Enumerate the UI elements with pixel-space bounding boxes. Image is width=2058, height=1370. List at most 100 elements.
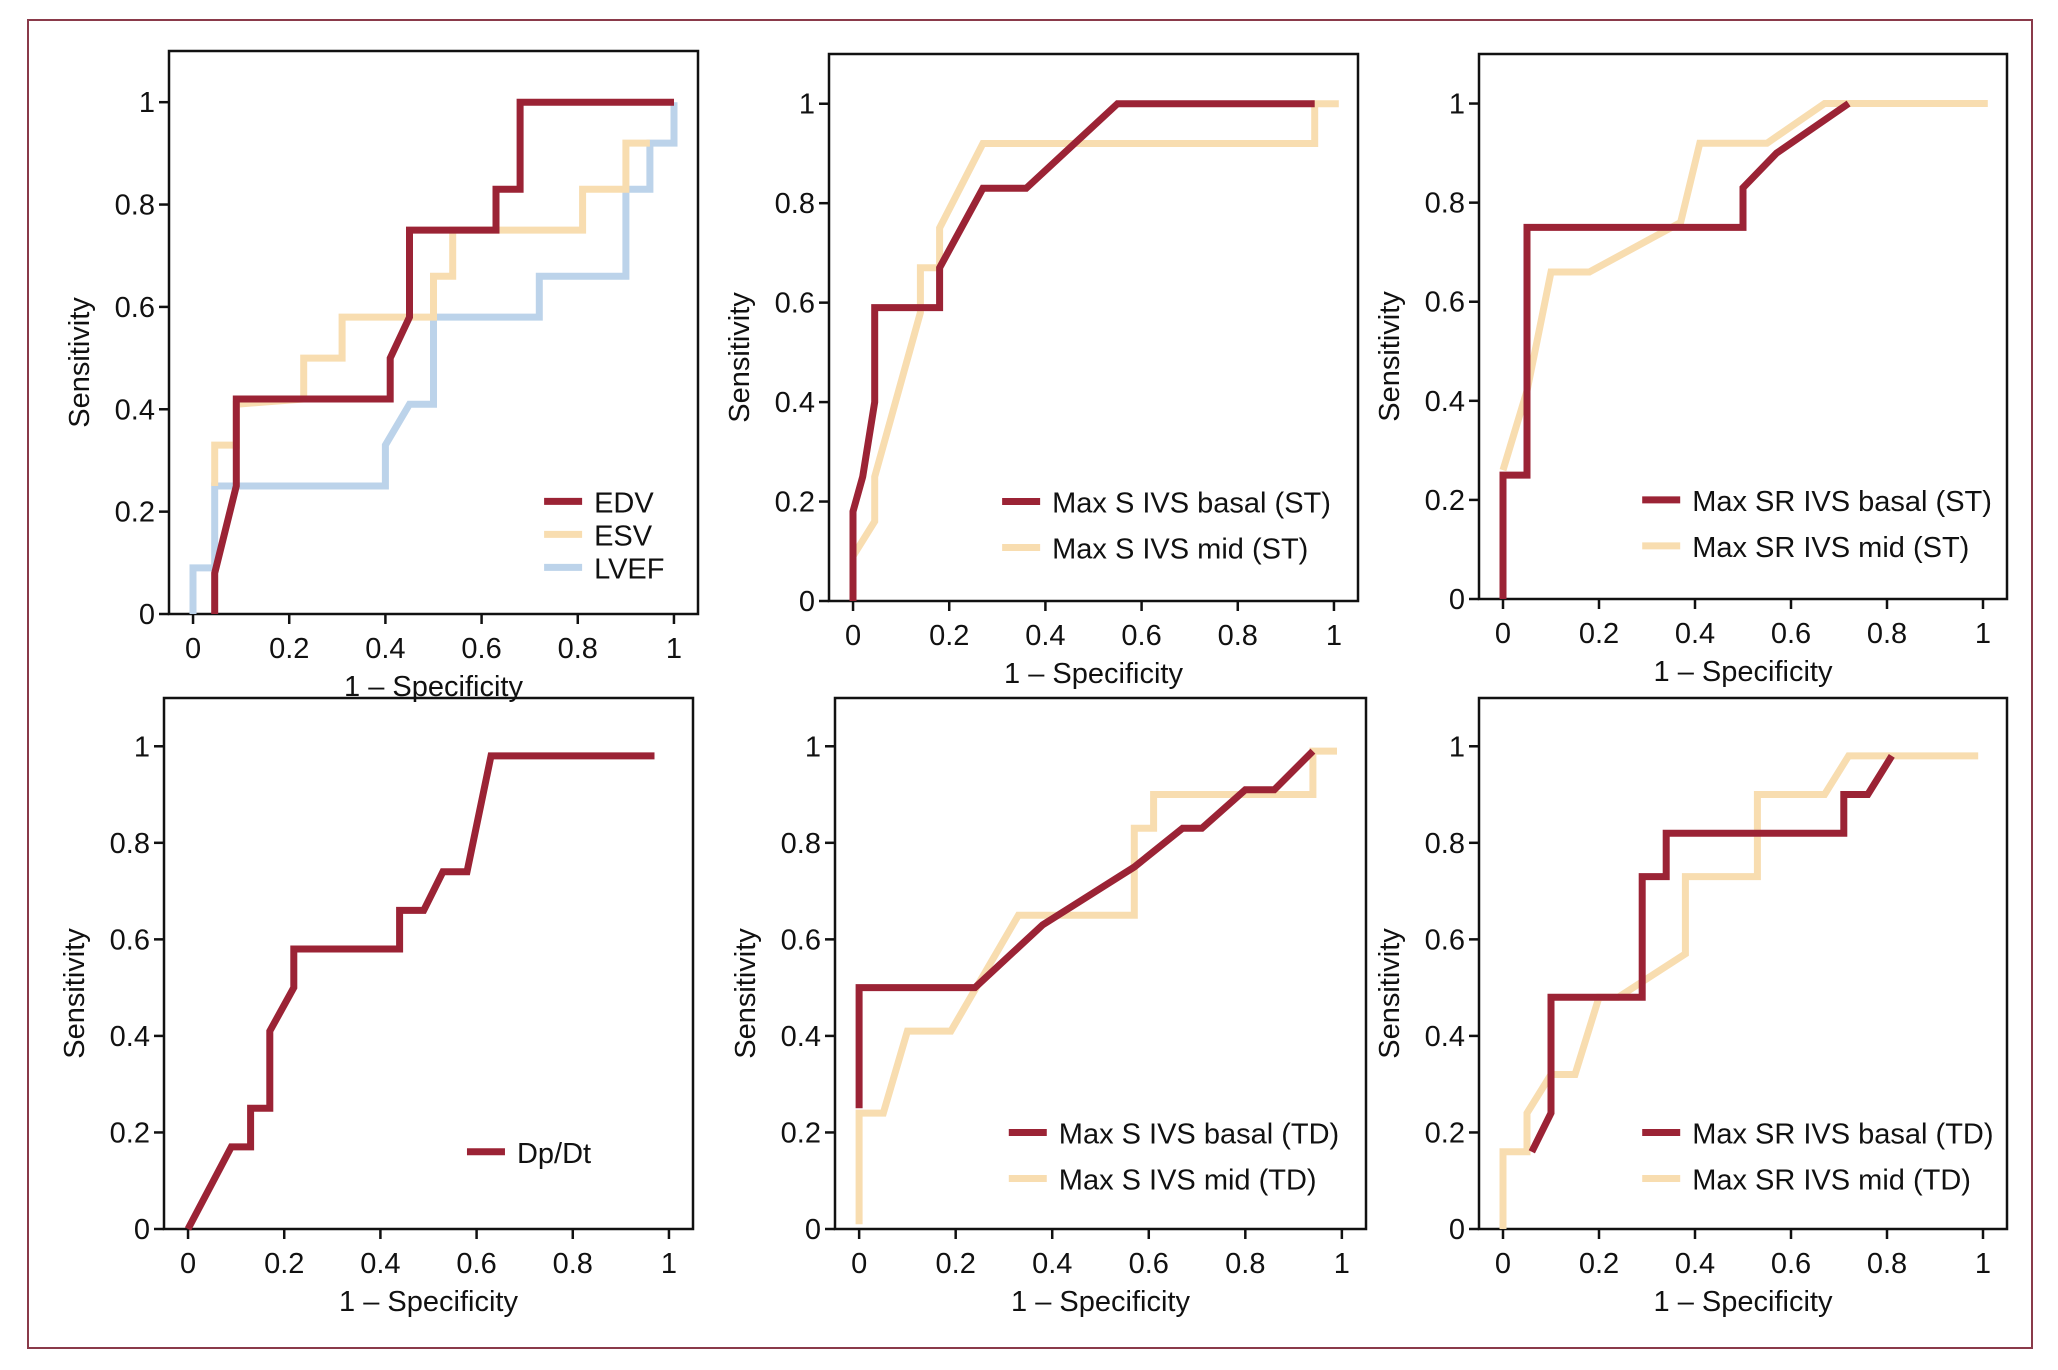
x-tick-label: 0.6	[456, 1248, 496, 1280]
y-axis-title: Sensitivity	[64, 297, 96, 428]
x-tick-label: 0.8	[553, 1248, 593, 1280]
x-tick-label: 0.8	[1867, 1248, 1907, 1280]
y-tick-label: 1	[799, 89, 815, 121]
x-tick-label: 0	[851, 1248, 867, 1280]
plot-area	[1477, 52, 2009, 601]
y-tick-label: 0.6	[1425, 924, 1465, 956]
x-tick-label: 1	[666, 633, 682, 665]
series-line-max-sr-ivs-mid-td	[1499, 752, 1979, 1229]
x-tick-label: 0.6	[461, 633, 501, 665]
y-tick-label: 0	[1449, 584, 1465, 616]
x-tick-label: 1	[1975, 1248, 1991, 1280]
y-tick-label: 0.8	[115, 190, 155, 222]
roc-panel-2: 0 0.2 0.4 0.6 0.8 1 0 0.2 0.4 0.6 0.8 1 1 – Specific…	[724, 52, 1360, 690]
x-tick-label: 0.2	[936, 1248, 976, 1280]
legend-label: Max SR IVS mid (ST)	[1692, 532, 1969, 564]
x-tick-label: 0	[1495, 618, 1511, 650]
legend: Max S IVS basal (TD) Max S IVS mid (TD)	[1008, 1118, 1339, 1196]
y-tick-label: 0.8	[775, 188, 815, 220]
legend-label: ESV	[594, 520, 653, 552]
legend-label: Max S IVS mid (TD)	[1059, 1164, 1317, 1196]
x-tick-label: 0.4	[365, 633, 405, 665]
y-tick-label: 0.2	[115, 497, 155, 529]
y-tick-label: 0.6	[1425, 287, 1465, 319]
legend-label: Max SR IVS basal (TD)	[1692, 1118, 1993, 1150]
roc-panel-6: 0 0.2 0.4 0.6 0.8 1 0 0.2 0.4 0.6 0.8 1 1 – Specific…	[1374, 696, 2009, 1318]
x-tick-label: 0.8	[1225, 1248, 1265, 1280]
y-axis-title: Sensitivity	[1374, 928, 1406, 1059]
y-axis-title: Sensitivity	[730, 928, 762, 1059]
x-tick-label: 0.4	[1032, 1248, 1072, 1280]
plot-area	[162, 696, 695, 1231]
y-tick-label: 0.6	[115, 292, 155, 324]
x-tick-label: 0.8	[1867, 618, 1907, 650]
plot-area	[1477, 696, 2009, 1231]
series-line-max-s-ivs-mid-td	[855, 747, 1337, 1225]
legend: Max SR IVS basal (TD) Max SR IVS mid (TD)	[1642, 1118, 1994, 1196]
series-line-max-s-ivs-basal-st	[849, 100, 1315, 601]
legend-label: Dp/Dt	[517, 1138, 591, 1170]
x-tick-label: 0.2	[1579, 618, 1619, 650]
series-line-max-sr-ivs-basal-st	[1499, 100, 1851, 599]
x-tick-label: 1	[1334, 1248, 1350, 1280]
x-tick-label: 0	[1495, 1248, 1511, 1280]
plot-area	[833, 696, 1368, 1231]
x-tick-label: 0	[845, 620, 861, 652]
x-axis-title: 1 – Specificity	[1004, 658, 1183, 690]
x-tick-label: 0	[185, 633, 201, 665]
y-tick-label: 1	[134, 731, 150, 763]
y-axis-title: Sensitivity	[724, 292, 756, 423]
y-tick-label: 0.8	[1425, 828, 1465, 860]
x-tick-label: 0.4	[360, 1248, 400, 1280]
x-tick-label: 0.4	[1675, 1248, 1715, 1280]
legend: Dp/Dt	[466, 1138, 591, 1170]
y-tick-label: 0	[1449, 1214, 1465, 1246]
y-tick-label: 0	[799, 586, 815, 618]
y-tick-label: 0	[805, 1214, 821, 1246]
x-tick-label: 0.2	[1579, 1248, 1619, 1280]
y-tick-label: 0.4	[781, 1021, 821, 1053]
x-tick-label: 0.6	[1121, 620, 1161, 652]
figure-frame	[27, 19, 2033, 1349]
y-axis-title: Sensitivity	[1374, 291, 1406, 422]
x-tick-label: 1	[1975, 618, 1991, 650]
y-tick-label: 1	[139, 87, 155, 119]
y-axis-title: Sensitivity	[59, 928, 91, 1059]
y-tick-label: 0.4	[1425, 386, 1465, 418]
x-tick-label: 0.4	[1025, 620, 1065, 652]
series-line-edv	[211, 98, 674, 614]
y-tick-label: 1	[1449, 731, 1465, 763]
y-tick-label: 0.8	[1425, 188, 1465, 220]
y-tick-label: 0.4	[1425, 1021, 1465, 1053]
legend: Max SR IVS basal (ST) Max SR IVS mid (ST)	[1642, 486, 1992, 564]
y-tick-label: 0	[139, 599, 155, 631]
y-tick-label: 0.8	[781, 828, 821, 860]
roc-panel-5: 0 0.2 0.4 0.6 0.8 1 0 0.2 0.4 0.6 0.8 1 1 – Specific…	[730, 696, 1368, 1318]
y-tick-label: 0.4	[115, 394, 155, 426]
y-tick-label: 0.2	[110, 1117, 150, 1149]
plot-area	[827, 52, 1360, 603]
legend: Max S IVS basal (ST) Max S IVS mid (ST)	[1002, 488, 1331, 566]
legend-label: EDV	[594, 487, 654, 519]
x-axis-title: 1 – Specificity	[1011, 1286, 1190, 1318]
legend-label: Max S IVS basal (ST)	[1052, 488, 1331, 520]
y-tick-label: 0.8	[110, 828, 150, 860]
series-line-max-sr-ivs-mid-st	[1499, 100, 1988, 472]
x-axis-title: 1 – Specificity	[339, 1286, 518, 1318]
legend-label: Max S IVS basal (TD)	[1059, 1118, 1339, 1150]
legend-label: Max S IVS mid (ST)	[1052, 534, 1308, 566]
y-tick-label: 1	[805, 731, 821, 763]
x-tick-label: 0.2	[264, 1248, 304, 1280]
y-tick-label: 0.6	[775, 288, 815, 320]
x-tick-label: 0.8	[558, 633, 598, 665]
x-tick-label: 0.2	[269, 633, 309, 665]
y-tick-label: 0.4	[775, 387, 815, 419]
x-tick-label: 0.8	[1218, 620, 1258, 652]
y-tick-label: 0	[134, 1214, 150, 1246]
x-tick-label: 0.6	[1771, 1248, 1811, 1280]
x-axis-title: 1 – Specificity	[1654, 1286, 1833, 1318]
y-tick-label: 0.6	[110, 924, 150, 956]
x-axis-title: 1 – Specificity	[1654, 656, 1833, 688]
